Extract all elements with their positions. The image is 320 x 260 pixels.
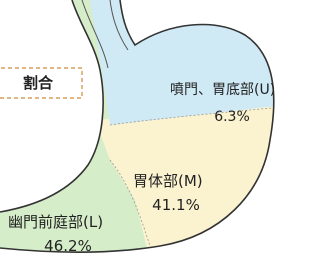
- region-value: 41.1%: [152, 196, 200, 214]
- region-u: [90, 0, 285, 125]
- region-value: 46.2%: [44, 237, 92, 255]
- region-name: 胃体部(M): [133, 172, 203, 190]
- region-value: 6.3%: [214, 109, 250, 125]
- legend-label: 割合: [23, 74, 54, 92]
- region-name: 噴門、胃底部(U): [170, 82, 275, 98]
- region-name: 幽門前庭部(L): [8, 213, 103, 231]
- stomach-diagram: 割合 噴門、胃底部(U) 6.3% 胃体部(M) 41.1% 幽門前庭部(L) …: [0, 0, 285, 260]
